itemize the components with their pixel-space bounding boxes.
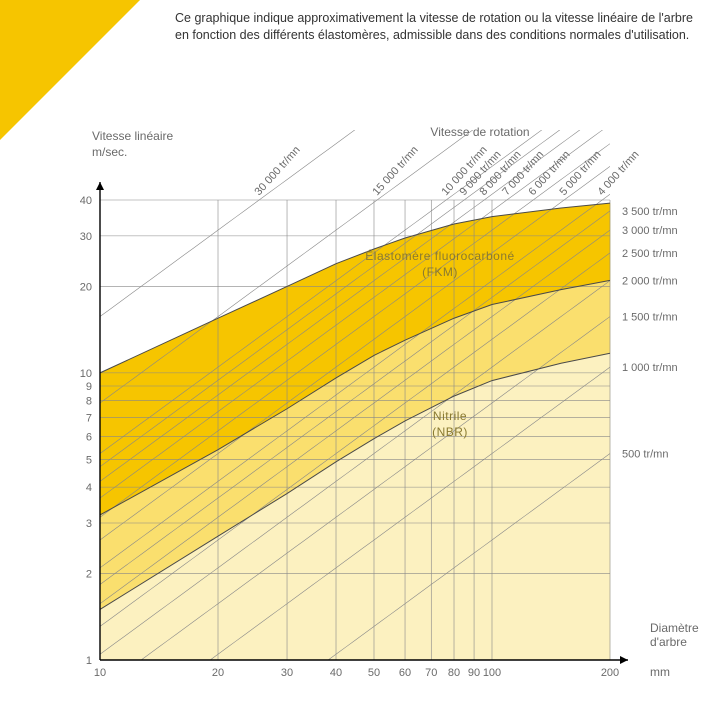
x-axis-title2: d'arbre [650,635,687,649]
corner-triangle [0,0,140,140]
x-axis-unit: mm [650,665,670,679]
svg-text:15 000 tr/mn: 15 000 tr/mn [370,144,420,198]
x-tick: 80 [448,667,460,679]
x-tick: 200 [601,667,619,679]
rpm-label-right: 500 tr/mn [622,449,668,461]
x-tick: 90 [468,667,480,679]
rpm-label-top: 30 000 tr/mn [252,144,302,198]
y-axis-title: Vitesse linéaire [92,129,173,143]
y-tick: 8 [86,396,92,408]
y-tick: 3 [86,518,92,530]
rotation-axis-title: Vitesse de rotation [430,125,529,139]
x-tick: 40 [330,667,342,679]
x-tick: 50 [368,667,380,679]
x-tick: 100 [483,667,501,679]
x-tick: 10 [94,667,106,679]
y-tick: 9 [86,381,92,393]
rpm-label-right: 2 000 tr/mn [622,276,678,288]
y-axis-unit: m/sec. [92,145,127,159]
svg-text:30 000 tr/mn: 30 000 tr/mn [252,144,302,198]
x-tick: 70 [425,667,437,679]
chart-description: Ce graphique indique approximativement l… [175,10,705,44]
rpm-label-right: 3 000 tr/mn [622,225,678,237]
x-tick: 30 [281,667,293,679]
y-tick: 6 [86,432,92,444]
y-tick: 4 [86,482,92,494]
region-label: Élastomère fluorocarboné [365,248,514,263]
region-sublabel: (FKM) [422,265,458,279]
rpm-label-right: 1 500 tr/mn [622,312,678,324]
rpm-label-right: 1 000 tr/mn [622,362,678,374]
rpm-label-right: 2 500 tr/mn [622,248,678,260]
y-tick: 10 [80,368,92,380]
x-tick: 60 [399,667,411,679]
y-tick: 30 [80,231,92,243]
x-axis-title1: Diamètre [650,621,699,635]
y-tick: 1 [86,655,92,667]
speed-chart: 1020304050607080901002001234567891020304… [0,0,720,720]
y-tick: 40 [80,195,92,207]
x-tick: 20 [212,667,224,679]
y-tick: 20 [80,281,92,293]
rpm-label-top: 15 000 tr/mn [370,144,420,198]
y-tick: 5 [86,454,92,466]
y-tick: 7 [86,412,92,424]
region-sublabel: (NBR) [432,425,468,439]
y-tick: 2 [86,569,92,581]
rpm-label-right: 3 500 tr/mn [622,206,678,218]
region-label: Nitrile [433,409,467,423]
